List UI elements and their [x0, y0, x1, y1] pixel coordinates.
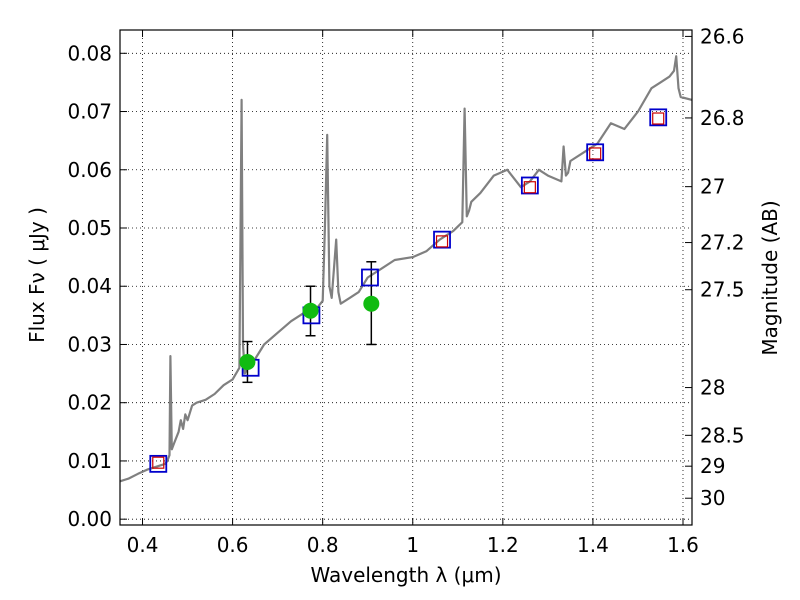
right-axis-tick-label: 30: [700, 486, 725, 510]
y-tick-label: 0.00: [67, 507, 112, 531]
observed-square-marker: [523, 181, 536, 194]
photometry-point: [363, 295, 380, 312]
model-square-marker: [149, 454, 168, 473]
right-axis-tick-label: 28: [700, 376, 725, 400]
x-tick-label: 1.2: [487, 533, 519, 557]
model-square-marker: [586, 143, 605, 162]
markers-layer: [149, 108, 668, 473]
photometry-point: [239, 353, 256, 370]
observed-square-marker: [152, 456, 165, 469]
model-square-marker: [361, 268, 379, 287]
right-axis-title: Magnitude (AB): [758, 200, 782, 355]
observed-square-marker: [435, 235, 449, 248]
observed-square-marker: [589, 147, 602, 160]
x-tick-label: 0.8: [307, 533, 339, 557]
y-tick-label: 0.01: [67, 449, 112, 473]
x-axis-title: Wavelength λ (μm): [310, 563, 501, 587]
y-axis-title: Flux Fν ( μJy ): [25, 207, 49, 343]
right-axis-tick-label: 27.5: [700, 278, 745, 302]
x-tick-label: 0.4: [127, 533, 159, 557]
ticks-layer: 0.4 0.6 0.8 1 1.2 1.4 1.6 0.00 0.01 0.02 0.03 0.04 0…: [67, 24, 744, 557]
x-tick-label: 1: [406, 533, 419, 557]
y-tick-label: 0.08: [67, 41, 112, 65]
model-square-marker: [520, 176, 539, 195]
right-axis-tick-label: 26.8: [700, 106, 745, 130]
y-tick-label: 0.07: [67, 100, 112, 124]
y-tick-label: 0.05: [67, 216, 112, 240]
right-axis-tick-label: 29: [700, 454, 725, 478]
x-tick-label: 1.6: [667, 533, 699, 557]
y-tick-label: 0.02: [67, 391, 112, 415]
spectrum-line: [119, 55, 693, 483]
model-square-marker: [649, 108, 668, 127]
observed-square-marker: [652, 112, 665, 125]
model-square-marker: [433, 230, 451, 249]
right-axis-tick-label: 27.2: [700, 231, 745, 255]
right-axis-tick-label: 28.5: [700, 423, 745, 447]
x-tick-label: 0.6: [217, 533, 249, 557]
y-tick-label: 0.04: [67, 274, 112, 298]
photometry-point: [302, 302, 319, 319]
x-tick-label: 1.4: [577, 533, 609, 557]
grid-lines: [120, 30, 692, 525]
y-tick-label: 0.06: [67, 158, 112, 182]
right-axis-tick-label: 26.6: [700, 24, 745, 48]
spectrum-layer: [119, 55, 693, 483]
y-tick-label: 0.03: [67, 332, 112, 356]
right-axis-tick-label: 27: [700, 175, 725, 199]
plot-frame: [119, 29, 693, 526]
